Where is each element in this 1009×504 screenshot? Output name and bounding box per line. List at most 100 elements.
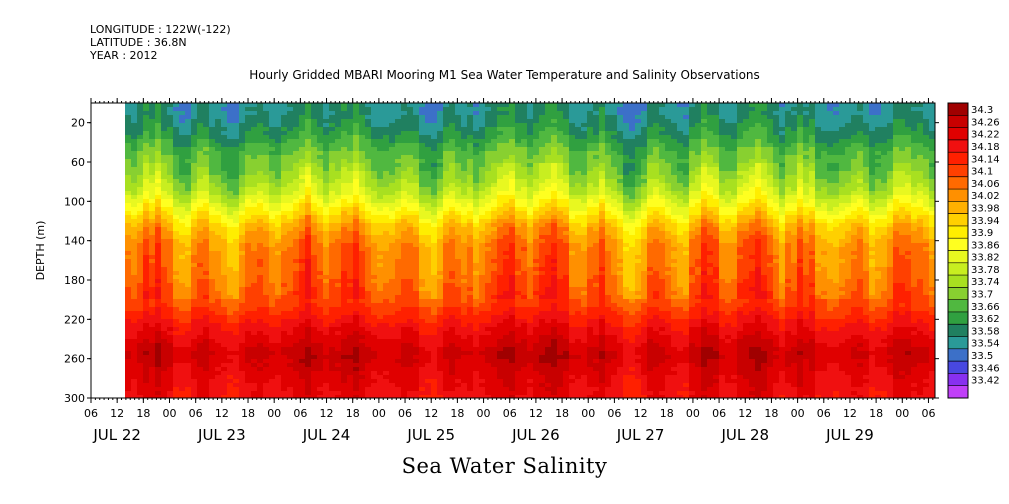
heatmap-cell [191,259,198,264]
heatmap-cell [179,119,186,124]
heatmap-cell [233,355,240,360]
heatmap-cell [233,199,240,204]
heatmap-cell [155,163,162,168]
heatmap-cell [473,339,480,344]
heatmap-cell [143,295,150,300]
heatmap-cell [515,139,522,144]
heatmap-cell [221,391,228,396]
heatmap-cell [401,347,408,352]
heatmap-cell [419,211,426,216]
heatmap-cell [329,363,336,368]
heatmap-cell [509,171,516,176]
heatmap-cell [419,231,426,236]
heatmap-cell [167,247,174,252]
heatmap-cell [389,303,396,308]
heatmap-cell [197,103,204,108]
heatmap-cell [521,263,528,268]
heatmap-cell [269,219,276,224]
heatmap-cell [215,247,222,252]
heatmap-cell [221,163,228,168]
heatmap-cell [425,223,432,228]
heatmap-cell [329,371,336,376]
heatmap-cell [479,279,486,284]
heatmap-cell [197,391,204,396]
heatmap-cell [323,319,330,324]
heatmap-cell [461,111,468,116]
heatmap-cell [323,227,330,232]
heatmap-cell [383,311,390,316]
heatmap-cell [413,251,420,256]
heatmap-cell [437,259,444,264]
heatmap-cell [143,191,150,196]
heatmap-cell [359,167,366,172]
heatmap-cell [383,167,390,172]
heatmap-cell [287,279,294,284]
heatmap-cell [515,103,522,108]
heatmap-cell [257,383,264,388]
heatmap-cell [131,387,138,392]
heatmap-cell [401,263,408,268]
heatmap-cell [503,103,510,108]
heatmap-cell [431,375,438,380]
heatmap-cell [407,183,414,188]
heatmap-cell [203,319,210,324]
heatmap-cell [347,151,354,156]
heatmap-cell [251,227,258,232]
heatmap-cell [425,127,432,132]
heatmap-cell [335,347,342,352]
heatmap-cell [437,283,444,288]
heatmap-cell [461,255,468,260]
heatmap-cell [323,279,330,284]
heatmap-cell [203,175,210,180]
heatmap-cell [263,103,270,108]
heatmap-cell [341,383,348,388]
heatmap-cell [395,363,402,368]
heatmap-cell [215,339,222,344]
heatmap-cell [449,235,456,240]
heatmap-cell [245,147,252,152]
heatmap-cell [275,351,282,356]
heatmap-cell [389,307,396,312]
heatmap-cell [431,303,438,308]
heatmap-cell [143,331,150,336]
heatmap-cell [395,331,402,336]
heatmap-cell [497,215,504,220]
heatmap-cell [137,163,144,168]
heatmap-cell [437,311,444,316]
heatmap-cell [239,227,246,232]
heatmap-cell [509,307,516,312]
heatmap-cell [305,367,312,372]
heatmap-cell [431,319,438,324]
heatmap-cell [137,139,144,144]
heatmap-cell [137,323,144,328]
heatmap-cell [485,327,492,332]
heatmap-cell [515,255,522,260]
heatmap-cell [215,363,222,368]
heatmap-cell [347,147,354,152]
heatmap-cell [521,111,528,116]
heatmap-cell [245,275,252,280]
heatmap-cell [299,239,306,244]
heatmap-cell [245,143,252,148]
heatmap-cell [461,207,468,212]
heatmap-cell [323,127,330,132]
heatmap-cell [509,319,516,324]
heatmap-cell [191,115,198,120]
heatmap-cell [155,187,162,192]
heatmap-cell [227,219,234,224]
heatmap-cell [365,251,372,256]
heatmap-cell [395,275,402,280]
heatmap-cell [515,239,522,244]
heatmap-cell [197,111,204,116]
heatmap-cell [491,179,498,184]
heatmap-cell [335,391,342,396]
heatmap-cell [497,347,504,352]
heatmap-cell [497,179,504,184]
heatmap-cell [161,247,168,252]
heatmap-cell [197,379,204,384]
heatmap-cell [179,139,186,144]
heatmap-cell [299,299,306,304]
heatmap-cell [437,303,444,308]
heatmap-cell [479,307,486,312]
heatmap-cell [521,183,528,188]
